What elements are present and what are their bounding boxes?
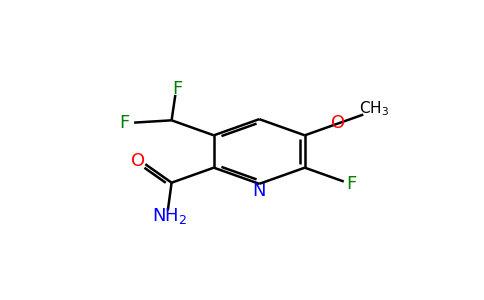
- Text: O: O: [331, 114, 345, 132]
- Text: F: F: [120, 114, 130, 132]
- Text: CH$_3$: CH$_3$: [360, 99, 390, 118]
- Text: N: N: [253, 182, 266, 200]
- Text: O: O: [131, 152, 145, 170]
- Text: F: F: [172, 80, 182, 98]
- Text: F: F: [346, 175, 356, 193]
- Text: NH$_2$: NH$_2$: [152, 206, 187, 226]
